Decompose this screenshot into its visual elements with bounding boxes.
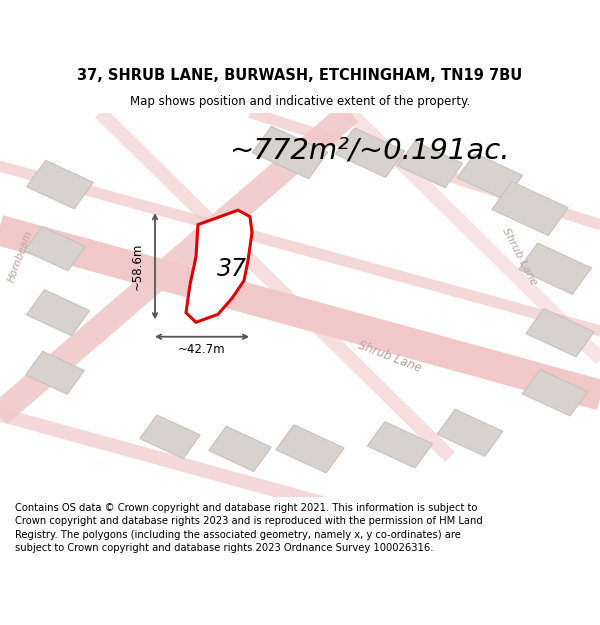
Polygon shape [523, 369, 587, 416]
Polygon shape [26, 351, 84, 394]
Polygon shape [26, 290, 89, 336]
Text: Hornbeam: Hornbeam [6, 229, 34, 284]
Polygon shape [253, 126, 328, 179]
Polygon shape [367, 422, 433, 468]
Polygon shape [186, 210, 252, 322]
Text: 37: 37 [217, 257, 247, 281]
Polygon shape [397, 141, 463, 188]
Polygon shape [457, 153, 523, 200]
Polygon shape [335, 127, 404, 177]
Polygon shape [209, 426, 271, 471]
Polygon shape [492, 182, 568, 236]
Text: ~772m²/~0.191ac.: ~772m²/~0.191ac. [230, 136, 511, 164]
Text: ~42.7m: ~42.7m [178, 343, 226, 356]
Text: Shrub Lane: Shrub Lane [356, 339, 424, 375]
Polygon shape [276, 425, 344, 473]
Polygon shape [518, 243, 592, 294]
Text: ~58.6m: ~58.6m [131, 242, 143, 290]
Polygon shape [140, 415, 200, 459]
Text: Contains OS data © Crown copyright and database right 2021. This information is : Contains OS data © Crown copyright and d… [15, 503, 483, 553]
Text: Map shows position and indicative extent of the property.: Map shows position and indicative extent… [130, 95, 470, 108]
Polygon shape [25, 226, 85, 271]
Polygon shape [437, 409, 503, 456]
Polygon shape [26, 161, 94, 209]
Text: 37, SHRUB LANE, BURWASH, ETCHINGHAM, TN19 7BU: 37, SHRUB LANE, BURWASH, ETCHINGHAM, TN1… [77, 68, 523, 83]
Text: Shrub Lane: Shrub Lane [501, 226, 539, 287]
Polygon shape [526, 309, 594, 357]
